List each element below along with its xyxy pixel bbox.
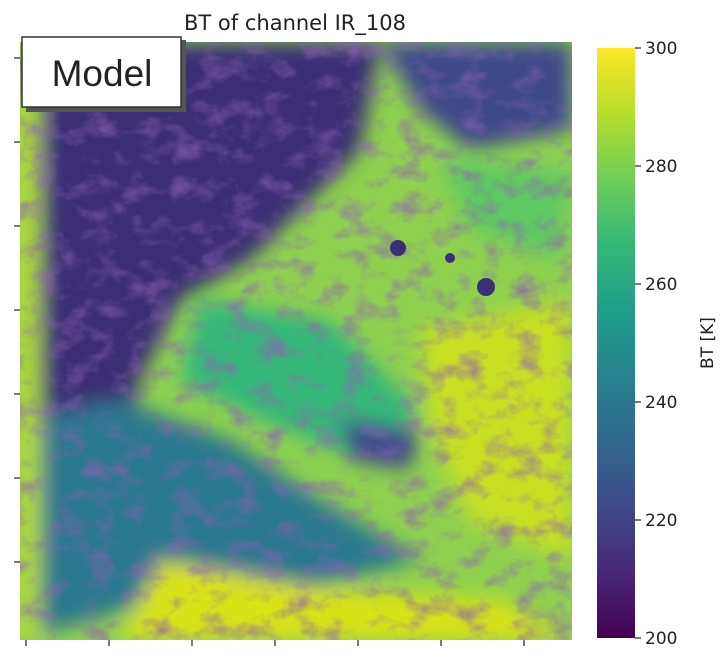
colorbar-label: BT [K] (698, 317, 718, 369)
annotation-box: Model (21, 36, 186, 112)
colorbar-tick-label: 200 (645, 629, 677, 649)
chart-title: BT of channel IR_108 (184, 11, 406, 36)
colorbar (597, 48, 635, 638)
image (20, 42, 572, 640)
colorbar-tick-label: 280 (645, 157, 677, 177)
annotation: Model (52, 53, 153, 94)
colorbar-tick-label: 300 (645, 39, 677, 59)
colorbar-tick-label: 260 (645, 275, 677, 295)
image-axis-ticks (14, 57, 525, 646)
colorbar-tick-label: 240 (645, 393, 677, 413)
colorbar-tick-label: 220 (645, 511, 677, 531)
